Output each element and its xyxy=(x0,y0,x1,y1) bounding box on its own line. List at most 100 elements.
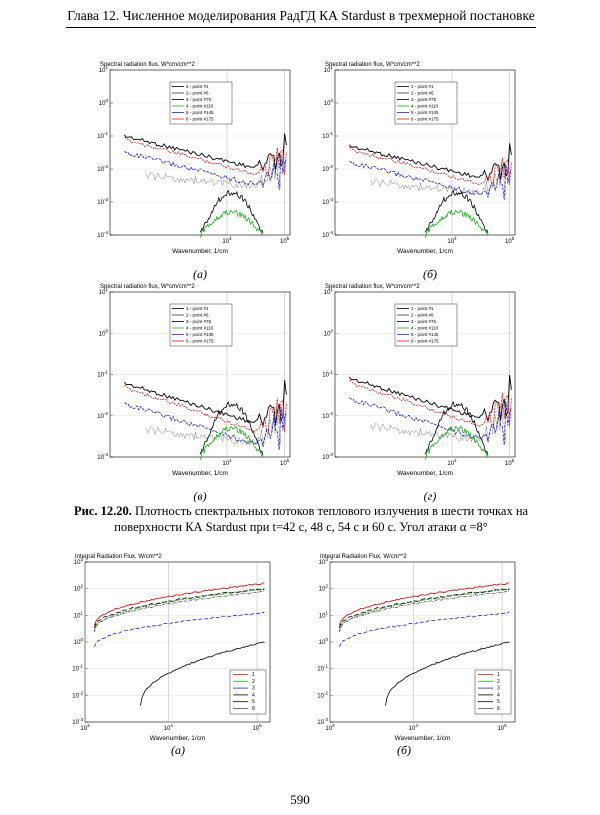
sp1-legend-entry: 4 - point #110 xyxy=(411,104,439,109)
ip1-series-3 xyxy=(338,611,510,648)
sp0-series-2 xyxy=(145,157,282,189)
sp0-legend-entry: 2 - point #6 xyxy=(186,91,209,96)
ip1-series-6 xyxy=(338,590,510,633)
ip1-series-5 xyxy=(338,588,510,629)
page-number: 590 xyxy=(290,792,310,807)
sp2-legend-entry: 2 - point #6 xyxy=(186,313,209,318)
sp2-legend-entry: 1 - point #1 xyxy=(186,306,209,311)
sp0-legend-entry: 4 - point #110 xyxy=(186,104,214,109)
sp0-title: Spectral radiation flux, W*cm/cm**2 xyxy=(100,62,195,68)
sp2-ytick-label: 10-1 xyxy=(97,370,108,379)
sp1-legend-box xyxy=(394,81,458,125)
ip0-legend-entry: 6 xyxy=(252,706,255,712)
sp3-xtick-label: 105 xyxy=(505,458,515,467)
ip0-series-4 xyxy=(140,641,265,706)
ip1-xtick-label: 103 xyxy=(325,723,335,732)
sp0-ytick-label: 10-2 xyxy=(97,164,108,173)
sp2-legend-entry: 3 - point #75 xyxy=(186,319,212,324)
sp0-legend-entry: 1 - point #1 xyxy=(186,84,209,89)
ip1-xlabel: Wavenumber, 1/cm xyxy=(395,735,451,742)
ip0-legend-box xyxy=(229,669,267,715)
ip1-legend-entry: 4 xyxy=(497,692,500,698)
ip1-legend-entry: 1 xyxy=(497,672,500,678)
ip0-ytick-label: 10-1 xyxy=(72,664,83,673)
subcaption-int-a: (а) xyxy=(171,743,185,757)
sp0-series-4 xyxy=(199,209,264,238)
sp3-legend-entry: 2 - point #6 xyxy=(411,313,434,318)
sp2-ytick-label: 101 xyxy=(99,287,109,296)
sp1-ytick-label: 100 xyxy=(324,98,334,107)
ip1-ytick-label: 10-1 xyxy=(317,664,328,673)
sp1-xtick-label: 105 xyxy=(505,236,515,245)
sp2-ytick-label: 10-2 xyxy=(97,411,108,420)
sp3-legend-entry: 4 - point #110 xyxy=(411,326,439,331)
sp3-series-6 xyxy=(349,380,512,430)
sp2-series-1 xyxy=(124,379,287,427)
caption-label: Рис. 12.20. xyxy=(73,504,132,518)
sp2-xtick-label: 104 xyxy=(222,458,232,467)
sp0-series-3 xyxy=(199,189,264,234)
ip0-title: Integral Radiation Flux, W/cm**2 xyxy=(75,554,162,560)
ip0-series-5 xyxy=(93,588,265,629)
ip0-ytick-label: 10-3 xyxy=(72,717,83,726)
ip0-xtick-label: 103 xyxy=(80,723,90,732)
ip0-ytick-label: 101 xyxy=(74,610,84,619)
sp1-ytick-label: 10-2 xyxy=(322,164,333,173)
sp0-ytick-label: 100 xyxy=(99,98,109,107)
ip0-xtick-label: 104 xyxy=(164,723,174,732)
sp0-xtick-label: 105 xyxy=(280,236,290,245)
ip1-title: Integral Radiation Flux, W/cm**2 xyxy=(320,554,407,560)
sp3-series-3 xyxy=(424,401,489,456)
ip0-ytick-label: 103 xyxy=(74,557,84,566)
ip1-ytick-label: 102 xyxy=(319,584,329,593)
sp0-legend-entry: 6 - point #175 xyxy=(186,117,214,122)
ip1-xtick-label: 104 xyxy=(409,723,419,732)
sp1-series-2 xyxy=(370,163,507,196)
sp2-legend-entry: 6 - point #175 xyxy=(186,339,214,344)
sp2-ytick-label: 10-3 xyxy=(97,452,108,461)
sp3-ytick-label: 100 xyxy=(324,328,334,337)
subcaption-int-b: (б) xyxy=(396,743,412,757)
sp0-ytick-label: 101 xyxy=(99,65,109,74)
sp3-legend-entry: 6 - point #175 xyxy=(411,339,439,344)
sp2-xlabel: Wavenumber, 1/cm xyxy=(172,470,228,477)
integral-plot-b: Integral Radiation Flux, W/cm**2 103 102 10… xyxy=(317,554,516,742)
ip0-ytick-label: 10-2 xyxy=(72,690,83,699)
ip0-series-6 xyxy=(93,590,265,633)
sp1-legend-entry: 3 - point #75 xyxy=(411,97,437,102)
sp3-ytick-label: 101 xyxy=(324,287,334,296)
sp0-xlabel: Wavenumber, 1/cm xyxy=(172,248,228,255)
subcaption-g: (г) xyxy=(423,489,437,503)
ip0-xlabel: Wavenumber, 1/cm xyxy=(150,735,206,742)
sp3-ytick-label: 10-3 xyxy=(322,452,333,461)
sp0-ytick-label: 10-4 xyxy=(97,230,108,239)
ip0-legend-entry: 3 xyxy=(252,686,255,692)
sp1-series-4 xyxy=(424,209,489,238)
sp2-legend-box xyxy=(169,303,233,347)
sp1-ytick-label: 10-1 xyxy=(322,131,333,140)
sp0-legend-box xyxy=(169,81,233,125)
sp3-series-1 xyxy=(349,375,512,422)
sp3-series-2 xyxy=(370,403,507,443)
sp1-xtick-label: 104 xyxy=(447,236,457,245)
integral-plot-a: Integral Radiation Flux, W/cm**210310210… xyxy=(72,554,271,742)
ip0-legend-entry: 1 xyxy=(252,672,255,678)
ip1-legend-entry: 3 xyxy=(497,686,500,692)
ip0-ytick-label: 100 xyxy=(74,637,84,646)
sp0-series-6 xyxy=(124,137,287,177)
sp3-xlabel: Wavenumber, 1/cm xyxy=(397,470,453,477)
sp3-series-4 xyxy=(424,425,489,460)
sp0-legend-entry: 3 - point #75 xyxy=(186,97,212,102)
sp3-legend-entry: 3 - point #75 xyxy=(411,319,437,324)
figure-caption: Рис. 12.20. Плотность спектральных поток… xyxy=(66,503,536,535)
sp2-series-3 xyxy=(199,401,264,456)
sp0-legend-entry: 5 - point #145 xyxy=(186,110,214,115)
sp1-series-1 xyxy=(349,143,512,182)
sp3-series-5 xyxy=(349,397,512,445)
ip1-xtick-label: 105 xyxy=(497,723,507,732)
sp0-series-1 xyxy=(124,133,287,172)
